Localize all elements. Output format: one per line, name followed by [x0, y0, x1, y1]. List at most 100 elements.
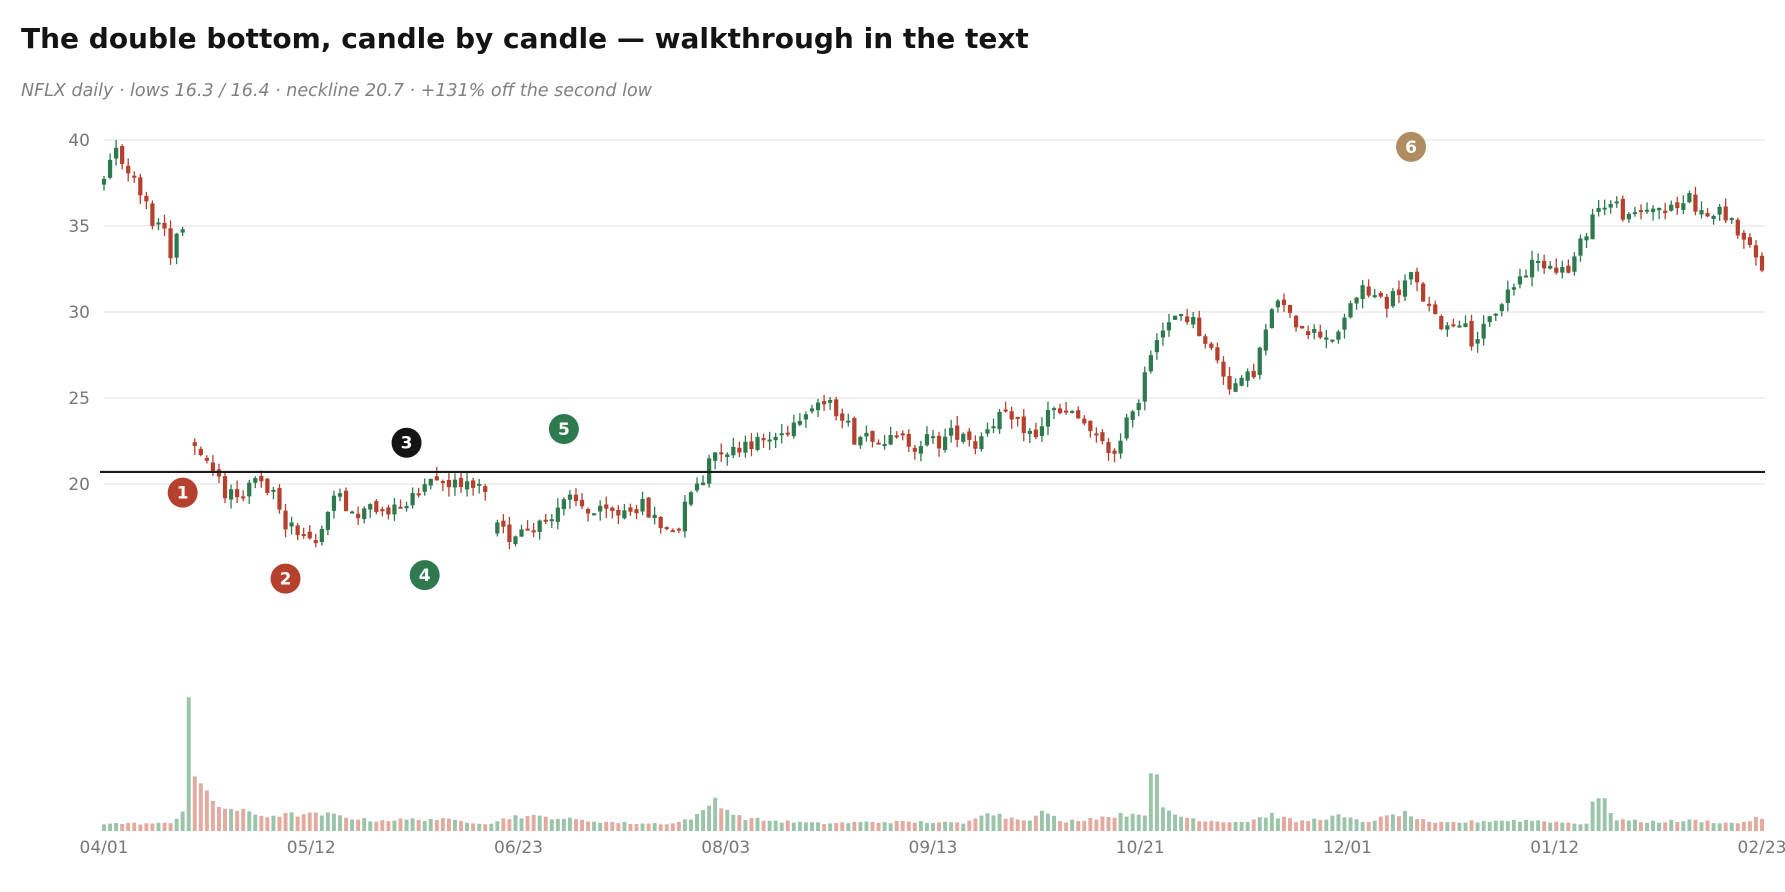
volume-bar — [1275, 818, 1280, 831]
volume-bar — [162, 822, 167, 831]
volume-bar — [1300, 820, 1305, 831]
candle-body — [1554, 267, 1559, 273]
volume-bar — [150, 823, 155, 831]
x-tick-label: 06/23 — [494, 838, 543, 858]
volume-bar — [1427, 821, 1432, 831]
candle-body — [991, 426, 996, 429]
volume-bar — [943, 821, 948, 831]
candle-body — [1360, 285, 1365, 300]
candle-body — [688, 492, 694, 505]
candle-body — [924, 434, 930, 446]
volume-bar — [344, 817, 349, 831]
candle-body — [271, 489, 276, 492]
candle-body — [1197, 317, 1202, 337]
volume-bar — [664, 824, 669, 831]
candle-body — [1638, 210, 1644, 213]
volume-bar — [1554, 821, 1559, 831]
candle-body — [1499, 304, 1504, 312]
candle-body — [289, 522, 294, 527]
volume-bar — [543, 816, 548, 831]
volume-bar — [688, 819, 693, 831]
candle-body — [598, 505, 603, 512]
volume-bar — [658, 824, 663, 831]
volume-bar — [1403, 810, 1407, 831]
y-tick-label: 25 — [68, 389, 90, 409]
volume-bar — [967, 820, 972, 831]
candle-body — [113, 147, 119, 159]
volume-bar — [1112, 817, 1117, 831]
candle-body — [337, 493, 343, 497]
x-tick-label: 12/01 — [1323, 838, 1372, 858]
candle-body — [773, 436, 778, 441]
candle-body — [1705, 213, 1710, 217]
volume-bar — [1723, 822, 1728, 831]
volume-bar — [1487, 821, 1492, 831]
volume-bar — [1608, 812, 1613, 831]
candle-body — [561, 499, 567, 510]
candle-body — [652, 514, 657, 519]
candle-body — [1293, 315, 1299, 328]
volume-bar — [1735, 823, 1740, 831]
x-tick-label: 04/01 — [80, 838, 129, 858]
candle-body — [1027, 430, 1032, 434]
candle-body — [1112, 450, 1117, 454]
volume-bar — [253, 814, 258, 831]
candle-body — [301, 534, 306, 537]
candle-body — [222, 476, 228, 499]
candle-body — [1263, 329, 1268, 351]
candle-body — [259, 475, 264, 482]
candle-body — [1427, 303, 1432, 306]
candle-body — [979, 436, 984, 450]
candle-body — [1711, 215, 1716, 220]
candle-body — [1566, 265, 1571, 273]
candle-body — [525, 528, 530, 531]
volume-bar — [574, 819, 578, 831]
volume-bar — [731, 814, 736, 831]
candle-body — [1366, 286, 1371, 296]
volume-bar — [1645, 822, 1649, 831]
candle-body — [1021, 416, 1026, 434]
candle-body — [380, 509, 385, 512]
candle-body — [737, 447, 742, 453]
candle-body — [531, 530, 536, 533]
candle-body — [1227, 375, 1232, 390]
volume-bar — [779, 822, 784, 831]
candle-body — [1136, 402, 1141, 410]
candle-body — [1421, 283, 1426, 302]
candle-body — [646, 497, 651, 518]
candle-body — [1064, 410, 1069, 413]
volume-bar — [1306, 821, 1311, 831]
candle-body — [767, 439, 772, 442]
candle-body — [513, 536, 518, 545]
volume-bar — [1324, 819, 1329, 831]
candle-body — [682, 501, 688, 532]
candle-body — [610, 507, 615, 511]
candle-body — [1632, 212, 1638, 215]
volume-bar — [1281, 816, 1286, 831]
volume-bar — [102, 824, 106, 831]
marker-circle — [391, 427, 422, 458]
candle-body — [1160, 330, 1166, 338]
volume-bar — [1330, 815, 1335, 831]
volume-bar — [1620, 819, 1625, 831]
volume-bar — [1378, 816, 1383, 831]
volume-bar — [1233, 821, 1238, 831]
candle-body — [477, 483, 482, 486]
volume-bar — [525, 815, 530, 831]
marker-circle — [409, 560, 440, 591]
candle-body — [1535, 261, 1541, 264]
volume-bar — [283, 812, 288, 831]
candle-body — [1608, 203, 1613, 208]
volume-bar — [1687, 819, 1692, 831]
volume-bar — [1100, 816, 1105, 831]
candle-body — [1687, 193, 1692, 203]
volume-bar — [973, 818, 978, 831]
volume-bar — [1753, 817, 1758, 831]
volume-bar — [319, 815, 324, 831]
candle-body — [362, 508, 367, 520]
volume-bar — [1142, 815, 1147, 831]
volume-bar — [1457, 822, 1462, 831]
candle-body — [942, 436, 948, 451]
candle-body — [858, 436, 863, 446]
candle-body — [949, 427, 954, 436]
